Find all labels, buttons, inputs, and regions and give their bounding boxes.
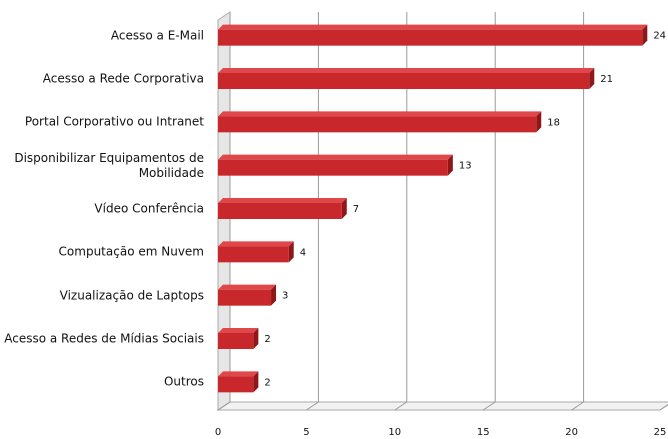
tick-mark [217,401,231,411]
floor [216,401,668,411]
category-label: Acesso a Rede Corporativa [42,71,204,86]
value-label: 7 [353,204,359,215]
bar [218,328,259,349]
category-label: Outros [163,374,204,389]
value-label: 18 [547,117,560,128]
tick-mark [659,404,668,411]
bar [218,198,347,219]
bar [218,284,277,306]
category-label: Vizualização de Laptops [59,288,204,303]
category-label: Acesso a Redes de Mídias Sociais [4,331,204,346]
x-tick-label: 25 [654,427,667,438]
category-label: Disponibilizar Equipamentos de Mobilidad… [14,150,204,180]
tick-mark [571,401,584,411]
value-label: 2 [264,377,270,388]
x-tick-label: 20 [565,427,578,438]
category-label: Computação em Nuvem [58,244,204,259]
tick-mark [394,401,408,411]
x-tick-label: 5 [303,427,309,438]
category-label: Portal Corporativo ou Intranet [24,114,204,129]
value-label: 13 [459,161,472,172]
bar [218,371,259,393]
category-label: Acesso a E-Mail [110,28,204,43]
value-label: 2 [264,334,270,345]
bar [218,68,595,89]
value-label: 21 [600,74,613,85]
tick-mark [482,401,496,411]
bar [218,241,294,263]
x-tick-label: 10 [388,427,401,438]
value-label: 4 [300,247,306,258]
bar [218,154,453,176]
bar [218,24,648,46]
category-label: Vídeo Conferência [94,201,204,216]
tick-mark [306,401,319,411]
value-label: 3 [282,291,288,302]
value-label: 24 [653,31,666,42]
x-tick-label: 0 [215,427,221,438]
x-tick-label: 15 [477,427,490,438]
bar [218,111,542,133]
